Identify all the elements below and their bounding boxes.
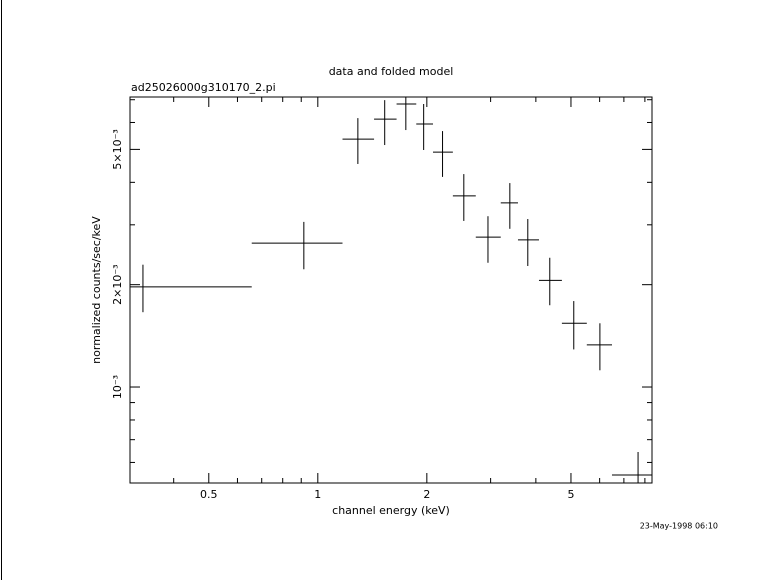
- x-tick-label: 5: [567, 488, 574, 501]
- y-tick-label: 5×10⁻³: [111, 129, 124, 169]
- timestamp: 23-May-1998 06:10: [640, 522, 718, 531]
- x-axis-label: channel energy (keV): [332, 504, 450, 517]
- y-tick-label: 10⁻³: [111, 375, 124, 399]
- x-tick-label: 1: [314, 488, 321, 501]
- x-tick-label: 0.5: [200, 488, 218, 501]
- y-tick-label: 2×10⁻³: [111, 264, 124, 304]
- plot-frame: [129, 96, 653, 484]
- chart-subtitle: ad25026000g310170_2.pi: [131, 81, 276, 94]
- chart-title: data and folded model: [329, 65, 454, 78]
- y-axis-label: normalized counts/sec/keV: [90, 216, 103, 364]
- x-tick-label: 2: [423, 488, 430, 501]
